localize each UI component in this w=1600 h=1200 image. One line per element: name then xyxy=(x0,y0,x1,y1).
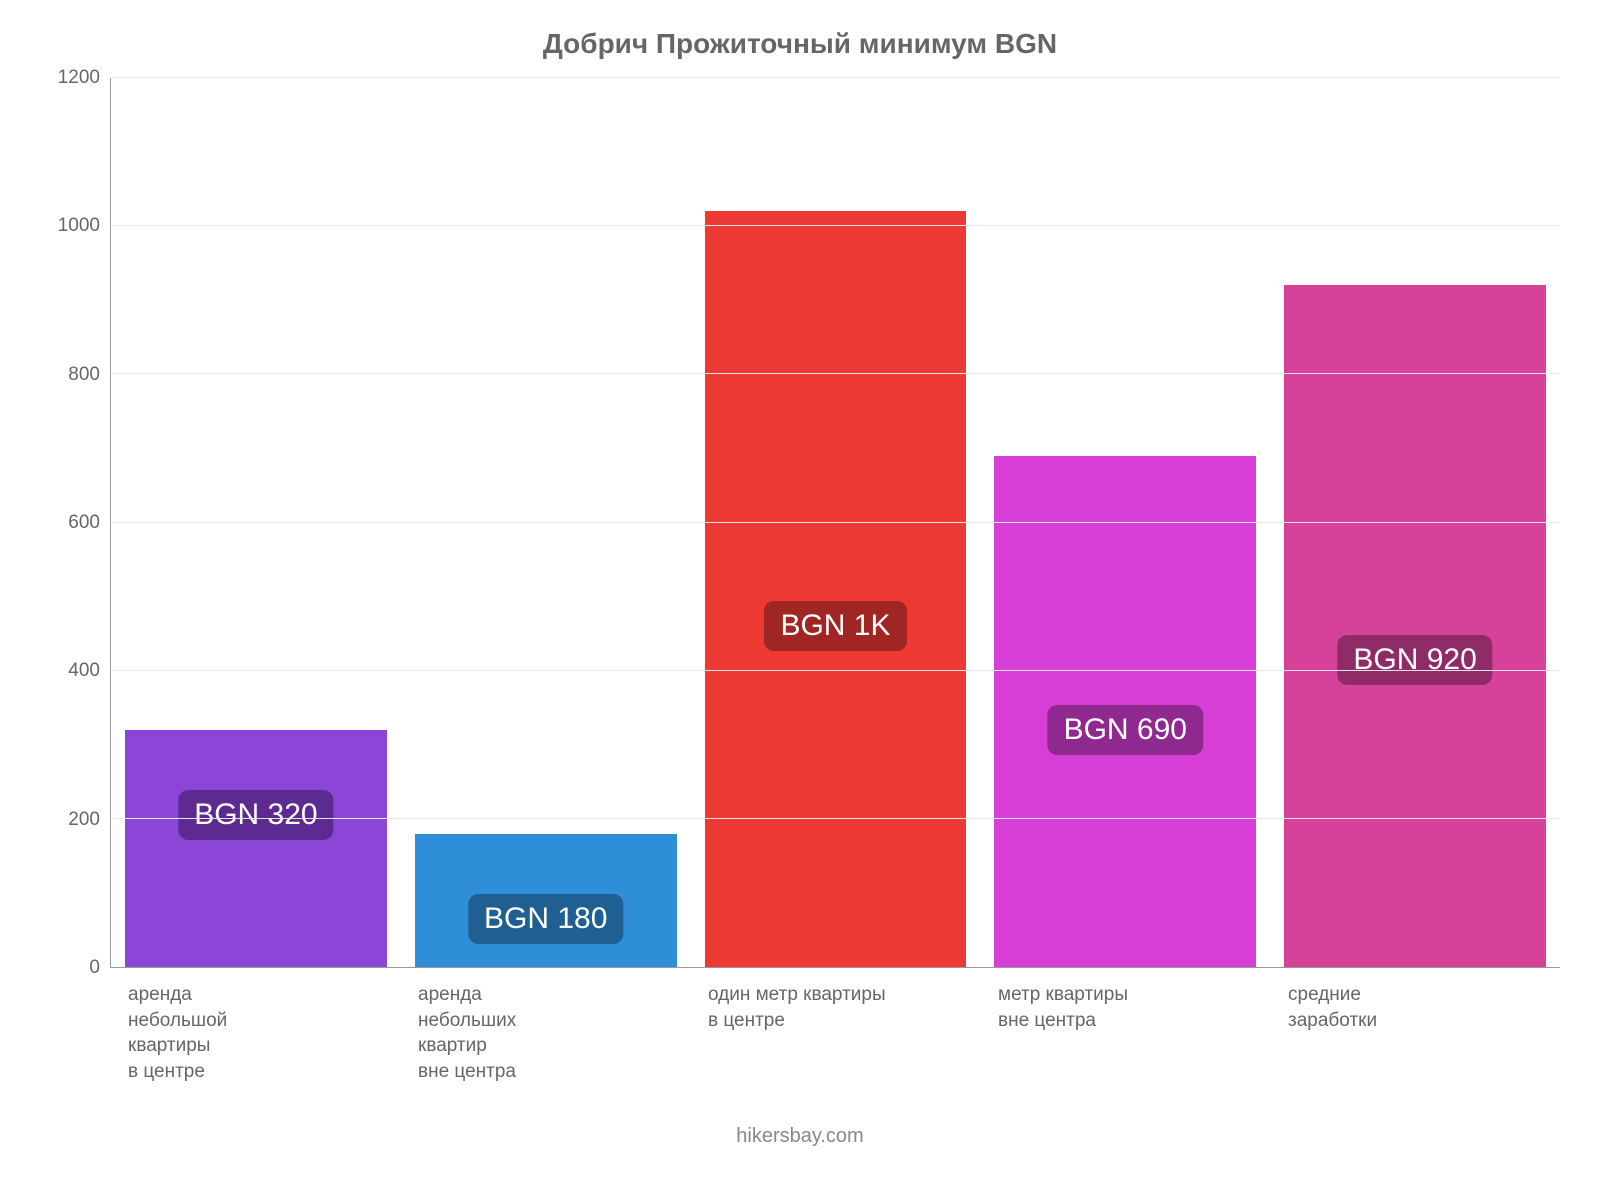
bar-value-label: BGN 690 xyxy=(1048,705,1203,755)
bar: BGN 1K xyxy=(705,211,967,967)
x-tick: аренда небольшой квартиры в центре xyxy=(110,982,400,1085)
grid-line xyxy=(111,225,1560,226)
chart-title: Добрич Прожиточный минимум BGN xyxy=(40,28,1560,60)
grid-line xyxy=(111,373,1560,374)
bar-value-label: BGN 920 xyxy=(1337,635,1492,685)
x-tick: средние заработки xyxy=(1270,982,1560,1085)
plot-row: 120010008006004002000 BGN 320BGN 180BGN … xyxy=(40,78,1560,968)
x-axis: аренда небольшой квартиры в центреаренда… xyxy=(110,968,1560,1085)
grid-line xyxy=(111,77,1560,78)
grid-line xyxy=(111,522,1560,523)
chart-footer: hikersbay.com xyxy=(40,1125,1560,1148)
bar: BGN 320 xyxy=(125,730,387,967)
chart-container: Добрич Прожиточный минимум BGN 120010008… xyxy=(0,0,1600,1200)
bar: BGN 690 xyxy=(994,456,1256,967)
bar-value-label: BGN 1K xyxy=(764,601,906,651)
plot-area: BGN 320 BGN 180 BGN 1K BGN 690 BGN 920 xyxy=(110,78,1560,968)
bar-slot: BGN 920 xyxy=(1270,78,1560,967)
bar: BGN 920 xyxy=(1284,285,1546,967)
bars-layer: BGN 320 BGN 180 BGN 1K BGN 690 BGN 920 xyxy=(111,78,1560,967)
grid-line xyxy=(111,818,1560,819)
bar-slot: BGN 690 xyxy=(980,78,1270,967)
bar: BGN 180 xyxy=(415,834,677,967)
bar-value-label: BGN 320 xyxy=(178,790,333,840)
bar-slot: BGN 320 xyxy=(111,78,401,967)
bar-slot: BGN 180 xyxy=(401,78,691,967)
x-tick: один метр квартиры в центре xyxy=(690,982,980,1085)
bar-value-label: BGN 180 xyxy=(468,894,623,944)
y-axis: 120010008006004002000 xyxy=(40,78,110,968)
x-tick: метр квартиры вне центра xyxy=(980,982,1270,1085)
grid-line xyxy=(111,670,1560,671)
x-tick: аренда небольших квартир вне центра xyxy=(400,982,690,1085)
bar-slot: BGN 1K xyxy=(691,78,981,967)
